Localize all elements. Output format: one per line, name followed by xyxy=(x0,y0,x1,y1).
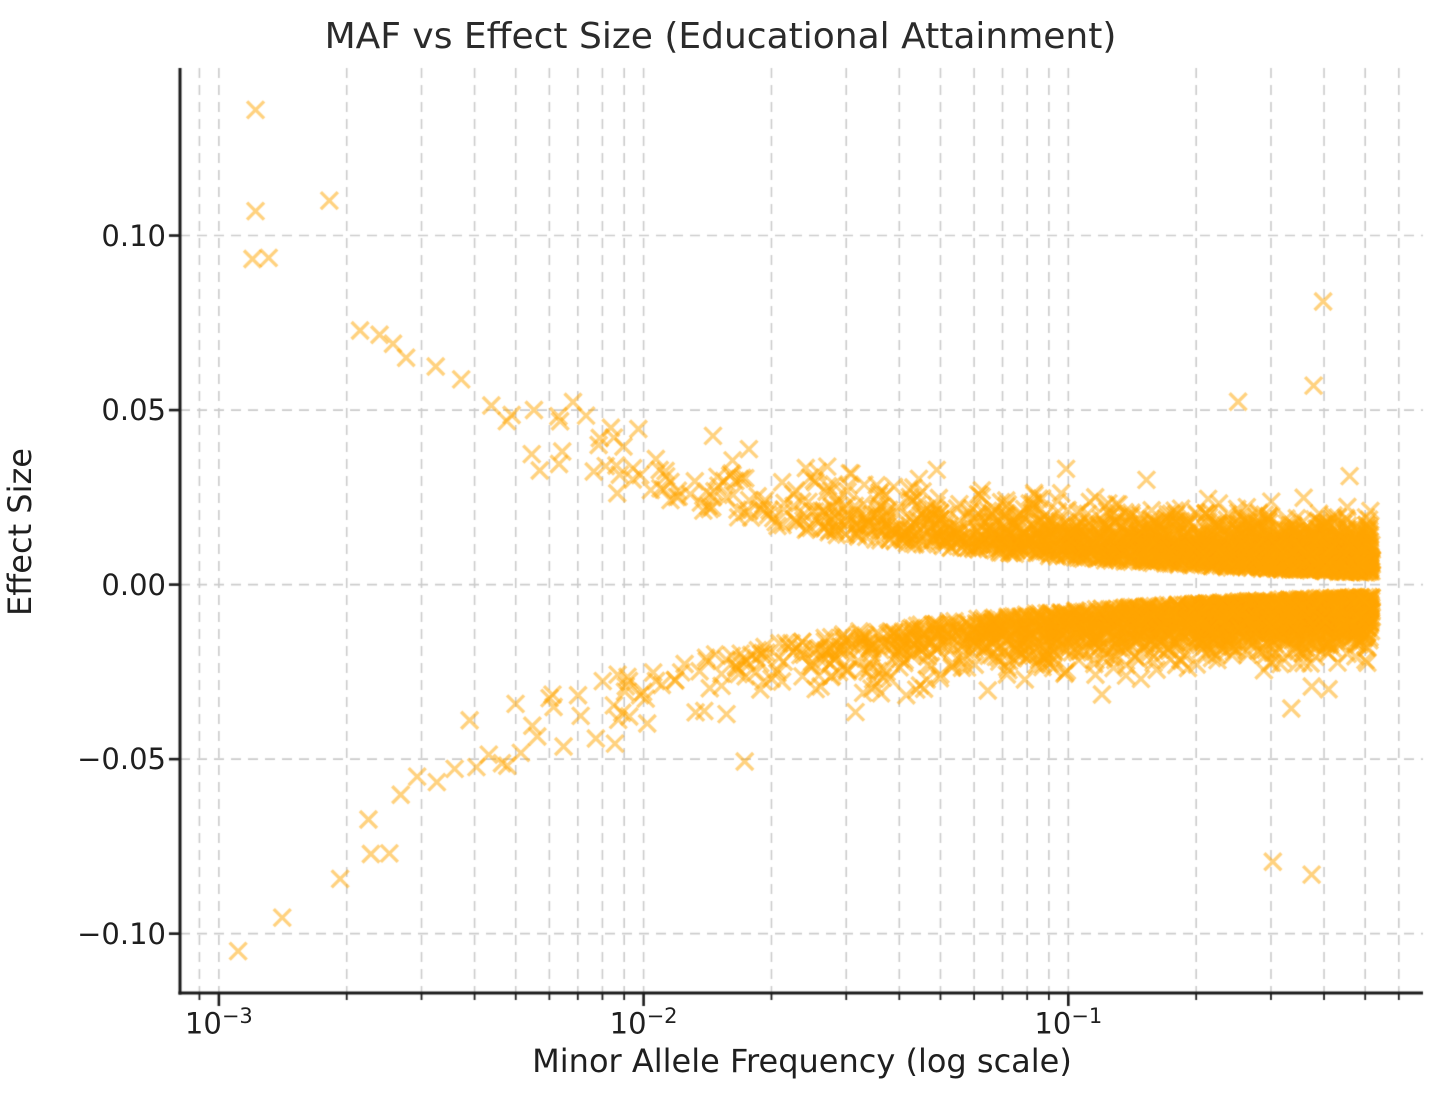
y-tick-label: −0.05 xyxy=(77,742,166,777)
y-tick-label: −0.10 xyxy=(77,916,166,951)
x-tick-label: 10−1 xyxy=(1034,1004,1103,1041)
y-tick-label: 0.00 xyxy=(101,567,166,602)
x-tick-label: 10−2 xyxy=(609,1004,678,1041)
y-tick-label: 0.05 xyxy=(101,393,166,428)
chart-title: MAF vs Effect Size (Educational Attainme… xyxy=(324,16,1117,57)
x-tick-label: 10−3 xyxy=(184,1004,253,1041)
y-tick-label: 0.10 xyxy=(101,218,166,253)
x-axis-label: Minor Allele Frequency (log scale) xyxy=(532,1042,1072,1080)
